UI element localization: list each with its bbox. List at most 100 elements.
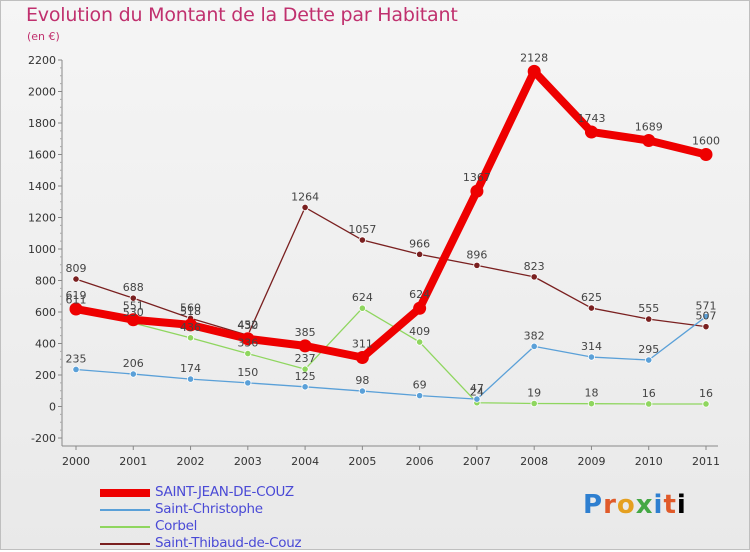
data-label-saint-jean-de-couz: 385 <box>295 326 316 339</box>
data-point-saint-christophe <box>587 353 596 361</box>
data-point-saint-jean-de-couz <box>470 184 484 198</box>
legend-label: Saint-Thibaud-de-Couz <box>155 535 302 551</box>
data-label-saint-jean-de-couz: 1743 <box>577 112 605 125</box>
data-label-saint-christophe: 206 <box>123 357 144 370</box>
data-label-saint-christophe: 98 <box>355 374 369 387</box>
data-label-saint-thibaud-de-couz: 896 <box>466 248 487 261</box>
data-label-saint-jean-de-couz: 1689 <box>635 120 663 133</box>
data-point-saint-thibaud-de-couz <box>358 236 366 244</box>
data-point-saint-christophe <box>186 375 195 383</box>
chart-title: Evolution du Montant de la Dette par Hab… <box>26 4 458 26</box>
y-tick-label: 0 <box>49 401 56 414</box>
data-label-saint-thibaud-de-couz: 809 <box>66 262 87 275</box>
data-point-saint-thibaud-de-couz <box>473 261 481 269</box>
data-point-saint-christophe <box>645 356 653 364</box>
legend-swatch <box>100 543 150 545</box>
data-label-saint-thibaud-de-couz: 1057 <box>348 223 376 236</box>
data-label-corbel: 19 <box>527 387 541 400</box>
data-label-saint-christophe: 235 <box>66 352 87 365</box>
x-tick-label: 2006 <box>406 455 434 468</box>
data-point-corbel <box>645 400 653 408</box>
data-point-corbel <box>301 365 309 373</box>
legend-swatch <box>100 509 150 511</box>
y-tick-label: 1400 <box>28 180 56 193</box>
data-label-saint-jean-de-couz: 311 <box>352 338 373 351</box>
y-tick-label: 200 <box>35 369 56 382</box>
data-point-corbel <box>702 400 710 408</box>
legend-label: Saint-Christophe <box>155 501 263 517</box>
data-label-saint-christophe: 571 <box>696 300 717 313</box>
data-point-saint-christophe <box>301 383 309 391</box>
y-tick-label: 2200 <box>28 54 56 67</box>
data-label-saint-thibaud-de-couz: 625 <box>581 291 602 304</box>
legend-swatch <box>100 489 150 497</box>
data-label-saint-thibaud-de-couz: 966 <box>409 237 430 250</box>
series-line-saint-thibaud-de-couz <box>75 206 707 336</box>
data-point-saint-christophe <box>72 365 80 374</box>
data-point-saint-jean-de-couz <box>413 301 427 315</box>
data-label-saint-jean-de-couz: 551 <box>123 300 144 313</box>
x-tick-label: 2010 <box>635 455 663 468</box>
y-tick-label: 1600 <box>28 149 56 162</box>
data-point-corbel <box>358 304 366 312</box>
data-label-saint-thibaud-de-couz: 688 <box>123 281 144 294</box>
data-label-saint-thibaud-de-couz: 560 <box>180 301 201 314</box>
data-point-saint-christophe <box>244 379 252 387</box>
data-point-corbel <box>587 400 596 408</box>
data-point-saint-jean-de-couz <box>69 302 83 316</box>
data-point-saint-thibaud-de-couz <box>416 250 424 258</box>
data-point-corbel <box>244 349 252 358</box>
y-tick-label: 800 <box>35 275 56 288</box>
data-point-saint-jean-de-couz <box>527 64 541 78</box>
data-point-saint-thibaud-de-couz <box>129 294 137 302</box>
y-tick-label: 600 <box>35 306 56 319</box>
data-label-corbel: 16 <box>642 387 656 400</box>
data-point-saint-thibaud-de-couz <box>530 273 538 281</box>
y-tick-label: 1200 <box>28 212 56 225</box>
data-label-saint-christophe: 295 <box>638 343 659 356</box>
data-label-saint-christophe: 150 <box>237 366 258 379</box>
y-tick-label: 1800 <box>28 117 56 130</box>
data-point-saint-thibaud-de-couz <box>702 323 710 331</box>
x-tick-label: 2009 <box>577 455 605 468</box>
data-point-saint-jean-de-couz <box>699 148 713 161</box>
data-label-saint-christophe: 69 <box>413 379 427 392</box>
data-label-corbel: 336 <box>237 337 258 350</box>
x-tick-label: 2008 <box>520 455 548 468</box>
data-labels-layer: 809 688 560 452 1264 1057 966 896 823 625 555 507 61… <box>66 51 721 400</box>
data-point-saint-christophe <box>473 395 481 403</box>
data-label-saint-jean-de-couz: 619 <box>66 289 87 302</box>
series-line-saint-christophe <box>75 315 707 400</box>
y-tick-label: 1000 <box>28 243 56 256</box>
x-tick-label: 2011 <box>692 455 720 468</box>
x-tick-label: 2002 <box>177 455 205 468</box>
y-tick-label: 400 <box>35 338 56 351</box>
data-label-corbel: 18 <box>584 387 598 400</box>
legend-label: SAINT-JEAN-DE-COUZ <box>155 484 294 500</box>
data-label-corbel: 624 <box>352 291 373 304</box>
x-tick-label: 2004 <box>291 455 319 468</box>
data-point-saint-jean-de-couz <box>126 313 140 327</box>
legend-label: Corbel <box>155 518 198 534</box>
data-point-saint-thibaud-de-couz <box>301 203 309 212</box>
data-point-saint-thibaud-de-couz <box>587 304 596 312</box>
data-point-saint-christophe <box>416 392 424 400</box>
data-point-saint-thibaud-de-couz <box>645 315 653 323</box>
legend-swatch <box>100 526 150 528</box>
data-label-saint-jean-de-couz: 1367 <box>463 171 491 184</box>
data-point-saint-jean-de-couz <box>241 332 255 346</box>
data-label-corbel: 16 <box>699 387 713 400</box>
data-point-corbel <box>186 334 195 342</box>
data-label-saint-christophe: 382 <box>524 329 545 342</box>
data-point-corbel <box>530 399 538 408</box>
y-tick-label: -200 <box>31 432 56 445</box>
x-tick-label: 2001 <box>119 455 147 468</box>
series-layer <box>69 64 713 408</box>
series-line-saint-jean-de-couz <box>72 67 710 362</box>
data-label-saint-christophe: 125 <box>295 370 316 383</box>
data-point-saint-christophe <box>358 387 366 395</box>
data-point-saint-jean-de-couz <box>642 133 656 147</box>
x-tick-label: 2003 <box>234 455 262 468</box>
data-label-saint-jean-de-couz: 624 <box>409 288 430 301</box>
